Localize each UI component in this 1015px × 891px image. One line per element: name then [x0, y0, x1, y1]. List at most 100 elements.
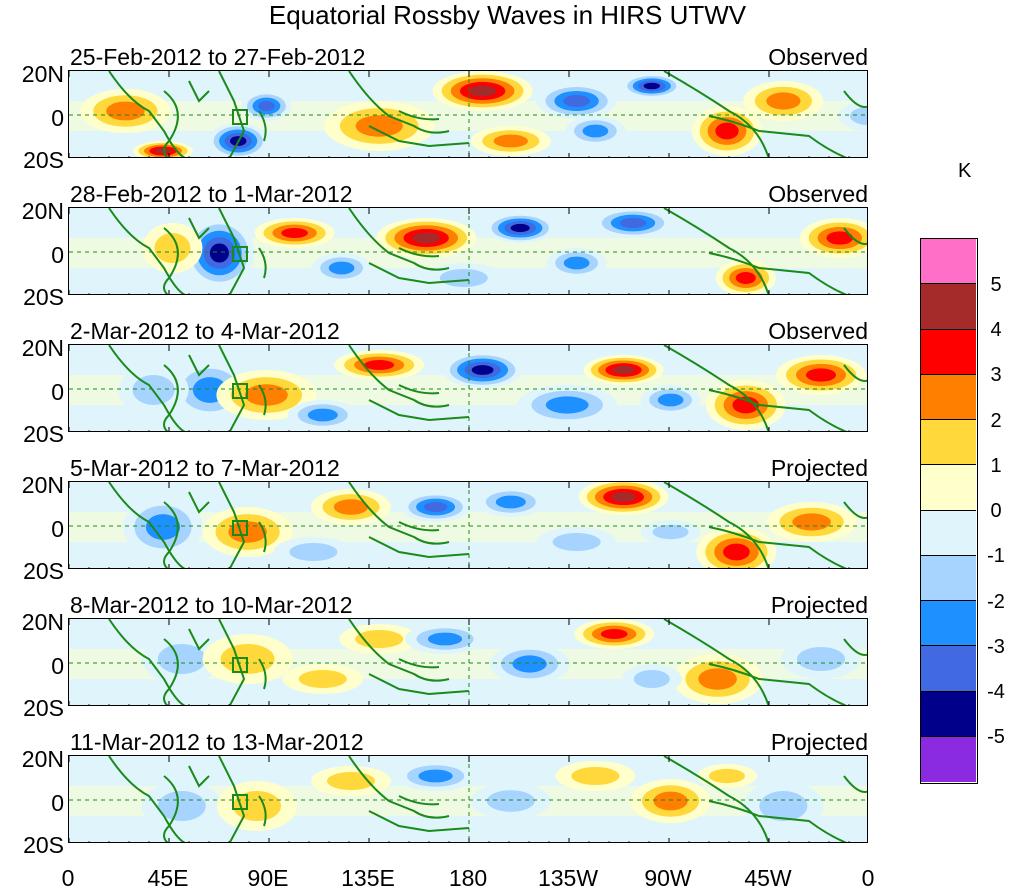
coastline: [708, 800, 847, 842]
panel-status: Projected: [770, 455, 868, 481]
latitude-label: 20N: [21, 61, 64, 87]
coastline: [398, 384, 440, 395]
positive-anomaly: [571, 767, 620, 785]
coastline: [663, 345, 770, 431]
coastline: [258, 795, 267, 827]
legend-swatch: [921, 646, 976, 692]
coastline: [163, 501, 179, 568]
positive-anomaly: [766, 92, 801, 110]
positive-anomaly: [723, 543, 750, 561]
latitude-label: 20N: [21, 472, 64, 498]
panel-date-range: 8-Mar-2012 to 10-Mar-2012: [70, 592, 353, 618]
legend-label: -1: [987, 545, 1005, 568]
coastline: [258, 384, 267, 416]
coastline: [843, 227, 867, 245]
panel-status: Projected: [770, 592, 868, 618]
coastline: [398, 521, 440, 532]
panel-date-range: 5-Mar-2012 to 7-Mar-2012: [70, 455, 340, 481]
positive-anomaly: [333, 499, 369, 515]
negative-anomaly: [486, 790, 535, 812]
latitude-label: 20S: [23, 421, 64, 447]
region-box: [232, 520, 248, 536]
panel-status: Projected: [770, 729, 868, 755]
map-panel: 28-Feb-2012 to 1-Mar-2012 Observed 20N 0 20S: [0, 181, 1015, 311]
coastline: [368, 810, 470, 833]
coastline: [368, 399, 470, 422]
anomaly-map: [68, 344, 868, 432]
coastline: [663, 208, 770, 294]
negative-anomaly: [258, 101, 275, 111]
longitude-label: 45E: [147, 865, 189, 891]
latitude-label: 0: [51, 242, 64, 268]
negative-anomaly: [328, 261, 355, 275]
coastline: [258, 658, 267, 690]
anomaly-map: [68, 481, 868, 569]
positive-anomaly: [792, 513, 831, 531]
positive-anomaly: [653, 791, 688, 811]
coastline: [188, 628, 210, 651]
negative-anomaly: [652, 524, 689, 540]
region-box: [232, 109, 248, 125]
longitude-label: 0: [61, 865, 75, 891]
coastline: [108, 345, 186, 431]
negative-anomaly: [619, 218, 647, 228]
coastline: [188, 80, 210, 103]
positive-anomaly: [732, 396, 760, 414]
positive-anomaly: [298, 670, 347, 688]
negative-anomaly: [643, 82, 660, 90]
panel-date-range: 2-Mar-2012 to 4-Mar-2012: [70, 318, 340, 344]
coastline: [188, 354, 210, 377]
coastline: [708, 526, 847, 568]
anomaly-field: [69, 619, 867, 705]
longitude-label: 0: [861, 865, 875, 891]
positive-anomaly: [355, 115, 403, 137]
coastline: [258, 521, 267, 553]
panel-date-range: 11-Mar-2012 to 13-Mar-2012: [70, 729, 364, 755]
negative-anomaly: [157, 644, 206, 674]
negative-anomaly: [427, 632, 463, 646]
latitude-label: 20S: [23, 695, 64, 721]
coastline: [708, 663, 847, 705]
coastline: [843, 775, 867, 793]
coastline: [188, 491, 210, 514]
positive-anomaly: [364, 360, 395, 370]
anomaly-field: [69, 482, 867, 568]
anomaly-field: [69, 345, 867, 431]
region-box: [232, 246, 248, 262]
coastline: [708, 252, 847, 294]
coastline: [108, 756, 186, 842]
coastline: [348, 756, 450, 819]
anomaly-map: [68, 755, 868, 843]
coastline: [348, 71, 450, 134]
positive-anomaly: [698, 668, 737, 690]
latitude-label: 20S: [23, 147, 64, 173]
legend-swatch: [921, 465, 976, 511]
coastline: [368, 262, 470, 285]
negative-anomaly: [797, 647, 845, 671]
legend-label: 2: [990, 409, 1002, 432]
negative-anomaly: [418, 769, 453, 783]
coastline: [163, 364, 179, 431]
negative-anomaly: [495, 495, 526, 509]
latitude-label: 20N: [21, 746, 64, 772]
coastline: [398, 247, 440, 258]
map-panel: 8-Mar-2012 to 10-Mar-2012 Projected 20N 0 20…: [0, 592, 1015, 722]
coastline: [188, 217, 210, 240]
legend-swatch: [921, 374, 976, 420]
legend-swatch: [921, 601, 976, 647]
panel-status: Observed: [768, 318, 868, 344]
legend-swatch: [921, 691, 976, 737]
positive-anomaly: [244, 384, 288, 406]
coastline: [843, 90, 867, 108]
coastline: [368, 673, 470, 696]
anomaly-field: [69, 208, 867, 294]
negative-anomaly: [157, 791, 206, 821]
negative-anomaly: [510, 223, 530, 233]
negative-anomaly: [307, 408, 338, 422]
coastline: [398, 658, 440, 669]
negative-anomaly: [145, 514, 181, 540]
longitude-label: 45W: [744, 865, 792, 891]
negative-anomaly: [423, 502, 448, 512]
longitude-label: 135E: [341, 865, 395, 891]
map-panel: 2-Mar-2012 to 4-Mar-2012 Observed 20N 0 20S: [0, 318, 1015, 448]
